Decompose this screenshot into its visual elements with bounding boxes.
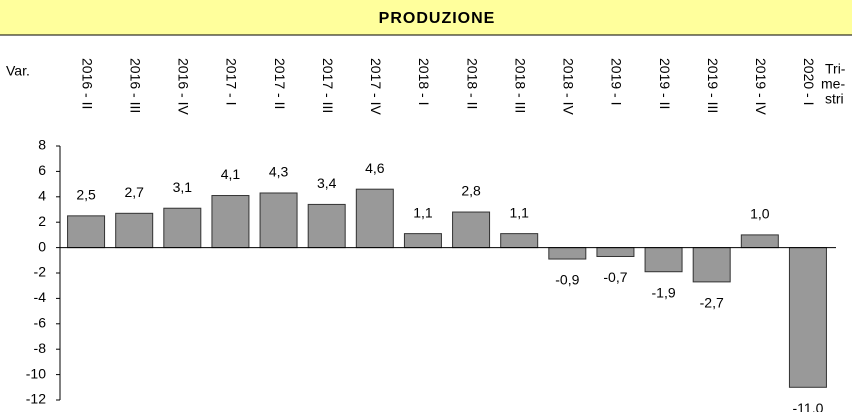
chart-title: PRODUZIONE	[379, 10, 496, 27]
value-label: 3,1	[173, 179, 193, 195]
y-tick-label: -6	[34, 315, 47, 331]
y-tick-label: -12	[26, 391, 46, 407]
bar	[211, 195, 250, 249]
y-tick-label: -2	[34, 264, 47, 280]
bar	[67, 215, 106, 249]
x-tick-label: 2018 - III	[512, 58, 528, 113]
y-tick-label: 2	[38, 213, 46, 229]
value-label: -0,7	[603, 269, 627, 285]
x-tick-label: 2017 - II	[272, 58, 288, 109]
bar	[788, 247, 827, 388]
value-label: 1,1	[413, 204, 433, 220]
bar	[596, 247, 635, 257]
bar	[307, 203, 346, 249]
x-tick-label: 2019 - II	[657, 58, 673, 109]
x-tick-label: 2019 - I	[609, 58, 625, 105]
y-tick-label: -8	[34, 340, 47, 356]
value-label: -2,7	[700, 295, 724, 311]
bar	[644, 247, 683, 273]
x-axis-label: stri	[825, 91, 844, 107]
bar	[403, 233, 442, 249]
value-label: 2,7	[124, 184, 144, 200]
value-label: 3,4	[317, 175, 337, 191]
value-label: -0,9	[555, 272, 579, 288]
value-label: 4,3	[269, 164, 289, 180]
bar	[692, 247, 731, 283]
y-tick-label: 4	[38, 188, 46, 204]
x-tick-label: 2018 - II	[464, 58, 480, 109]
y-tick-label: 8	[38, 137, 46, 153]
value-label: 4,1	[221, 166, 241, 182]
x-tick-label: 2019 - III	[705, 58, 721, 113]
value-label: 1,0	[750, 206, 770, 222]
x-axis-label: Tri-	[825, 61, 846, 77]
bar	[452, 211, 491, 249]
x-tick-label: 2017 - I	[224, 58, 240, 105]
y-tick-label: -10	[26, 365, 46, 381]
bar	[163, 207, 202, 249]
bar	[355, 188, 394, 249]
bar	[115, 212, 154, 249]
value-label: -1,9	[652, 284, 676, 300]
x-tick-label: 2016 - IV	[176, 58, 192, 115]
x-tick-label: 2017 - IV	[368, 58, 384, 115]
value-label: 2,8	[461, 183, 481, 199]
x-axis-label: me-	[821, 76, 845, 92]
y-tick-label: 0	[38, 238, 46, 254]
x-tick-label: 2018 - I	[416, 58, 432, 105]
bar	[500, 233, 539, 249]
value-label: 4,6	[365, 160, 385, 176]
value-label: 1,1	[509, 204, 529, 220]
bar	[548, 247, 587, 260]
x-tick-label: 2019 - IV	[753, 58, 769, 115]
y-tick-label: 6	[38, 162, 46, 178]
x-tick-label: 2016 - II	[79, 58, 95, 109]
x-tick-label: 2017 - III	[320, 58, 336, 113]
y-tick-label: -4	[34, 289, 47, 305]
y-axis-label: Var.	[6, 63, 30, 79]
value-label: -11,0	[793, 400, 824, 412]
x-tick-label: 2020 - I	[801, 58, 817, 105]
value-label: 2,5	[76, 187, 96, 203]
bar	[259, 192, 298, 249]
title-banner	[0, 0, 852, 35]
x-tick-label: 2016 - III	[127, 58, 143, 113]
bar	[740, 234, 779, 249]
x-tick-label: 2018 - IV	[561, 58, 577, 115]
